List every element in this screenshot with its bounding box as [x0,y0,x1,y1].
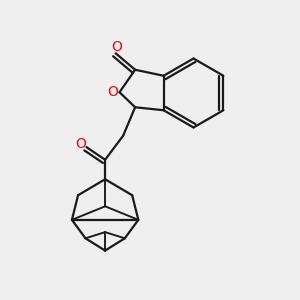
Text: O: O [111,40,122,54]
Text: O: O [75,136,86,151]
Text: O: O [107,85,118,99]
